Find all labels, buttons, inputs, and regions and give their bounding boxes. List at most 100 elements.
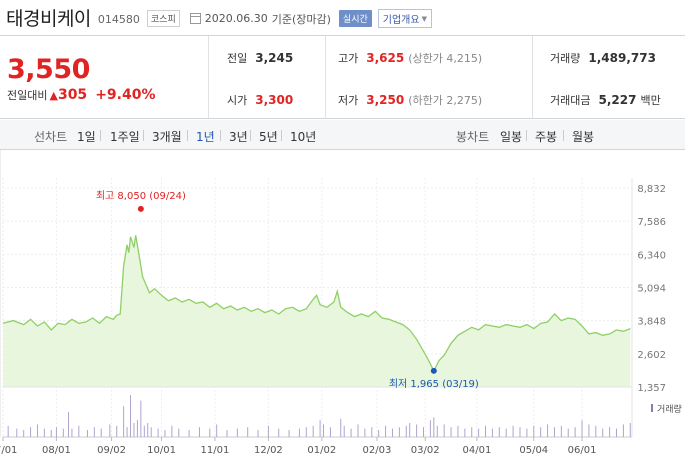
volume-bar bbox=[533, 425, 535, 437]
divider bbox=[325, 36, 326, 118]
divider bbox=[187, 130, 188, 141]
x-tick-label: 12/02 bbox=[254, 445, 283, 456]
stat-open: 시가 3,300 bbox=[227, 92, 293, 108]
volume-bar bbox=[443, 424, 445, 437]
stat-prev-close: 전일 3,245 bbox=[227, 50, 293, 66]
stat-label: 저가 bbox=[338, 94, 359, 107]
volume-bar bbox=[588, 424, 590, 437]
volume-bar bbox=[491, 428, 493, 437]
volume-bar bbox=[602, 428, 604, 437]
volume-bar bbox=[450, 427, 452, 437]
divider bbox=[250, 130, 251, 141]
volume-bar bbox=[226, 430, 228, 437]
tab-weekly[interactable]: 주봉 bbox=[535, 130, 558, 144]
candle-chart-label: 봉차트 bbox=[456, 130, 490, 144]
divider bbox=[208, 36, 209, 118]
volume-bar bbox=[109, 424, 111, 437]
volume-bar bbox=[323, 424, 325, 437]
current-price: 3,550 bbox=[7, 54, 90, 85]
realtime-button[interactable]: 실시간 bbox=[338, 10, 372, 27]
volume-bar bbox=[67, 411, 69, 437]
company-info-dropdown[interactable]: 기업개요 ▼ bbox=[377, 9, 432, 28]
stat-volume: 거래량 1,489,773 bbox=[550, 50, 656, 66]
tab-10y[interactable]: 10년 bbox=[290, 130, 317, 144]
chevron-down-icon: ▼ bbox=[421, 14, 427, 23]
change-label: 전일대비 bbox=[7, 89, 48, 102]
tab-daily[interactable]: 일봉 bbox=[500, 130, 523, 144]
stat-label: 시가 bbox=[227, 94, 248, 107]
y-tick-label: 1,357 bbox=[637, 383, 666, 394]
volume-bar bbox=[247, 427, 249, 437]
volume-bar bbox=[143, 425, 145, 437]
volume-bar bbox=[553, 427, 555, 437]
volume-bar bbox=[140, 400, 142, 437]
volume-bar bbox=[236, 428, 238, 437]
stat-value: 3,625 bbox=[366, 51, 405, 65]
x-tick-label: 02/03 bbox=[363, 445, 392, 456]
stat-label: 전일 bbox=[227, 52, 248, 65]
volume-bar bbox=[519, 427, 521, 437]
volume-bar bbox=[267, 425, 269, 437]
x-tick-label: 11/01 bbox=[201, 445, 230, 456]
volume-bar bbox=[23, 430, 25, 437]
stat-value: 3,250 bbox=[366, 93, 405, 107]
y-tick-label: 5,094 bbox=[637, 284, 666, 295]
x-tick-label: 07/01 bbox=[0, 445, 17, 456]
divider bbox=[563, 130, 564, 141]
volume-bar bbox=[405, 425, 407, 437]
chart-period-tabs: 선차트 1일 1주일 3개월 1년 3년 5년 10년 봉차트 일봉 주봉 월봉 bbox=[0, 120, 685, 150]
tab-1d[interactable]: 1일 bbox=[77, 130, 96, 144]
volume-bar bbox=[319, 420, 321, 437]
volume-bar bbox=[50, 430, 52, 437]
stock-code: 014580 bbox=[97, 12, 140, 26]
volume-bar bbox=[512, 425, 514, 437]
volume-bar bbox=[71, 428, 73, 437]
volume-bar bbox=[398, 427, 400, 437]
volume-bar bbox=[343, 425, 345, 437]
volume-bar bbox=[340, 418, 342, 437]
stat-value: 3,300 bbox=[255, 93, 294, 107]
line-chart-label: 선차트 bbox=[34, 130, 68, 144]
volume-legend-swatch bbox=[651, 404, 653, 412]
tab-3y[interactable]: 3년 bbox=[229, 130, 248, 144]
y-tick-label: 8,832 bbox=[637, 184, 666, 195]
volume-bar bbox=[16, 428, 18, 437]
x-tick-label: 05/04 bbox=[519, 445, 548, 456]
stat-unit: 백만 bbox=[640, 94, 661, 107]
volume-bar bbox=[100, 428, 102, 437]
volume-bar bbox=[278, 428, 280, 437]
y-tick-label: 7,586 bbox=[637, 217, 666, 228]
low-marker bbox=[430, 367, 437, 374]
stat-value: 1,489,773 bbox=[588, 51, 656, 65]
y-tick-label: 6,340 bbox=[637, 250, 666, 261]
volume-bar bbox=[416, 424, 418, 437]
price-chart: 8,832 7,586 6,340 5,094 3,848 2,602 1,357 07/01… bbox=[0, 150, 685, 460]
volume-bar bbox=[298, 428, 300, 437]
tab-monthly[interactable]: 월봉 bbox=[572, 130, 595, 144]
tab-3m[interactable]: 3개월 bbox=[152, 130, 182, 144]
volume-bar bbox=[629, 423, 631, 437]
as-of-date: 2020.06.30 bbox=[204, 12, 268, 25]
y-tick-label: 3,848 bbox=[637, 317, 666, 328]
volume-bar bbox=[178, 428, 180, 437]
volume-bar bbox=[257, 430, 259, 437]
volume-bar bbox=[216, 424, 218, 437]
stat-amount: 거래대금 5,227 백만 bbox=[550, 92, 661, 108]
tab-1w[interactable]: 1주일 bbox=[110, 130, 140, 144]
stat-value: 3,245 bbox=[255, 51, 294, 65]
volume-bar bbox=[485, 425, 487, 437]
volume-bar bbox=[133, 423, 135, 437]
volume-bar bbox=[164, 430, 166, 437]
price-line bbox=[2, 235, 631, 373]
tab-1y[interactable]: 1년 bbox=[196, 130, 215, 144]
volume-bar bbox=[464, 428, 466, 437]
volume-bar bbox=[471, 427, 473, 437]
volume-bar bbox=[288, 430, 290, 437]
price-area bbox=[3, 235, 631, 387]
divider bbox=[281, 130, 282, 141]
volume-bar bbox=[622, 424, 624, 437]
volume-bar bbox=[498, 427, 500, 437]
volume-bar bbox=[93, 427, 95, 437]
divider bbox=[143, 130, 144, 141]
tab-5y[interactable]: 5년 bbox=[259, 130, 278, 144]
